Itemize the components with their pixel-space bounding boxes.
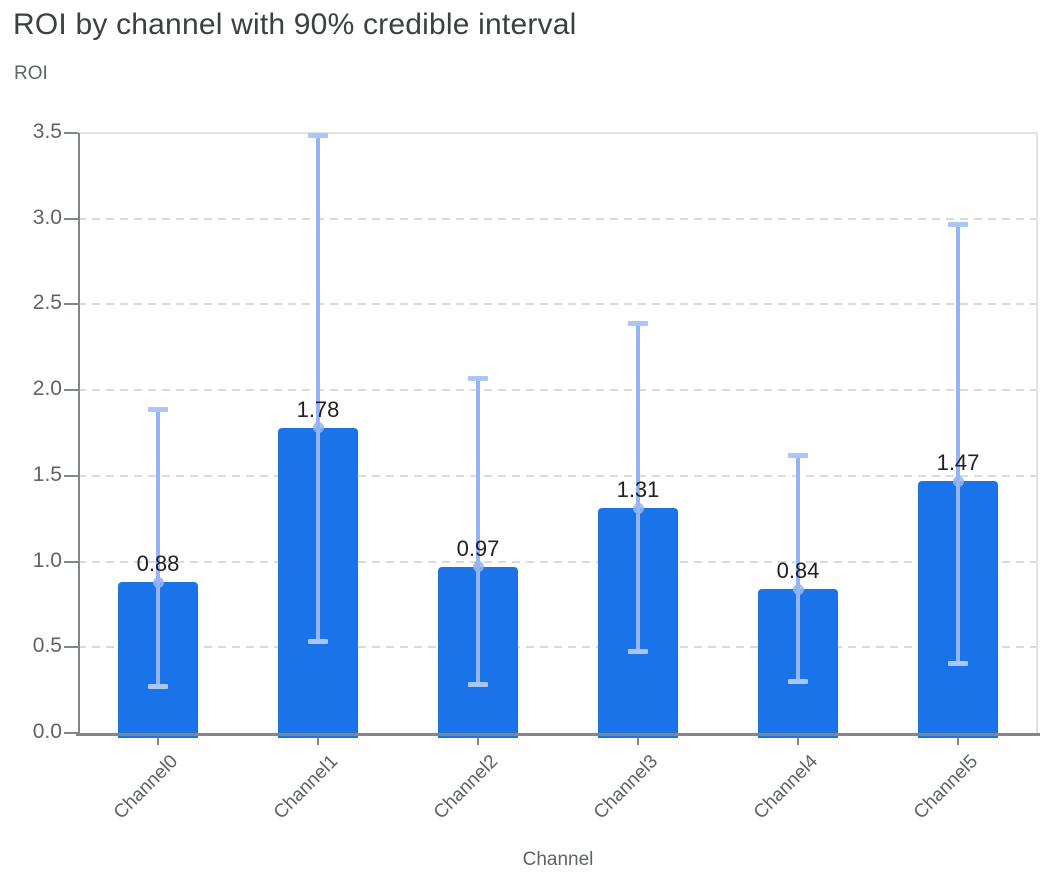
y-axis-tick-1.5 <box>64 474 78 477</box>
y-axis-tick-3.0 <box>64 217 78 220</box>
error-marker-channel4 <box>792 583 804 595</box>
y-axis-tick-3.5 <box>64 132 78 134</box>
y-axis-tick-1.0 <box>64 560 78 563</box>
error-cap-low-channel2 <box>468 682 488 687</box>
plot-area: 0.88 1.78 0.97 1.31 0.84 1.47 <box>76 132 1040 738</box>
error-cap-low-channel1 <box>308 639 328 645</box>
y-tick-label-1.0: 1.0 <box>32 548 62 572</box>
error-marker-channel1 <box>312 422 324 434</box>
value-label-channel3: 1.31 <box>616 477 660 503</box>
value-label-channel0: 0.88 <box>136 551 180 577</box>
value-label-channel1: 1.78 <box>296 396 340 422</box>
y-axis-tick-0.0 <box>64 732 78 734</box>
error-bar-channel5 <box>956 223 960 665</box>
error-marker-channel0 <box>152 576 164 588</box>
x-tick-label-channel4: Channel4 <box>749 751 822 824</box>
x-tick-label-channel3: Channel3 <box>589 751 662 824</box>
value-label-channel2: 0.97 <box>456 535 500 561</box>
error-cap-high-channel0 <box>148 407 168 412</box>
error-cap-low-channel3 <box>628 649 648 655</box>
x-axis-tick-channel3 <box>637 736 639 745</box>
error-bar-channel2 <box>476 378 480 685</box>
error-bar-channel1 <box>316 134 320 643</box>
error-cap-low-channel5 <box>948 661 968 667</box>
error-cap-low-channel4 <box>788 678 808 684</box>
y-axis-tick-2.5 <box>64 303 78 306</box>
y-tick-label-0.5: 0.5 <box>32 634 62 658</box>
error-bar-channel0 <box>156 409 160 687</box>
x-tick-label-channel0: Channel0 <box>109 751 182 824</box>
x-axis-line <box>76 733 1040 736</box>
error-marker-channel5 <box>952 475 964 487</box>
gridline-y-3.0 <box>78 217 1038 220</box>
error-bar-channel3 <box>636 323 640 653</box>
error-cap-high-channel3 <box>628 321 648 327</box>
error-cap-high-channel1 <box>308 132 328 138</box>
error-cap-high-channel5 <box>948 221 968 227</box>
value-label-channel5: 1.47 <box>936 450 980 475</box>
x-axis-tick-channel0 <box>157 736 159 745</box>
y-tick-label-1.5: 1.5 <box>32 462 62 486</box>
chart-title: ROI by channel with 90% credible interva… <box>13 8 577 41</box>
error-cap-high-channel4 <box>788 453 808 459</box>
x-axis-tick-channel1 <box>317 736 319 745</box>
y-axis-tick-2.0 <box>64 389 78 392</box>
x-axis-tick-channel4 <box>797 736 799 745</box>
gridline-y-1.5 <box>78 474 1038 477</box>
y-axis-tick-0.5 <box>64 646 78 649</box>
x-tick-label-channel5: Channel5 <box>909 751 982 824</box>
y-tick-label-3.0: 3.0 <box>32 205 62 229</box>
y-axis-title: ROI <box>14 63 48 84</box>
x-tick-label-channel1: Channel1 <box>269 751 342 824</box>
error-cap-high-channel2 <box>468 376 488 382</box>
y-tick-label-2.0: 2.0 <box>32 377 62 401</box>
error-cap-low-channel0 <box>148 683 168 689</box>
gridline-y-1.0 <box>78 560 1038 563</box>
error-marker-channel2 <box>472 561 484 573</box>
x-tick-label-channel2: Channel2 <box>429 751 502 824</box>
x-axis-tick-channel2 <box>477 736 479 745</box>
plot-right-border <box>1036 133 1038 733</box>
gridline-y-2.0 <box>78 389 1038 392</box>
x-axis-title: Channel <box>522 849 594 870</box>
value-label-channel4: 0.84 <box>776 558 820 583</box>
y-tick-label-3.5: 3.5 <box>32 120 62 143</box>
x-axis-tick-channel5 <box>957 736 959 745</box>
y-tick-label-0.0: 0.0 <box>32 720 62 743</box>
gridline-y-2.5 <box>78 303 1038 306</box>
y-axis-line <box>78 133 80 733</box>
y-tick-label-2.5: 2.5 <box>32 291 62 315</box>
plot-top-border <box>78 132 1038 134</box>
error-marker-channel3 <box>632 502 644 514</box>
gridline-y-0.5 <box>78 646 1038 649</box>
error-bar-channel4 <box>796 455 800 682</box>
